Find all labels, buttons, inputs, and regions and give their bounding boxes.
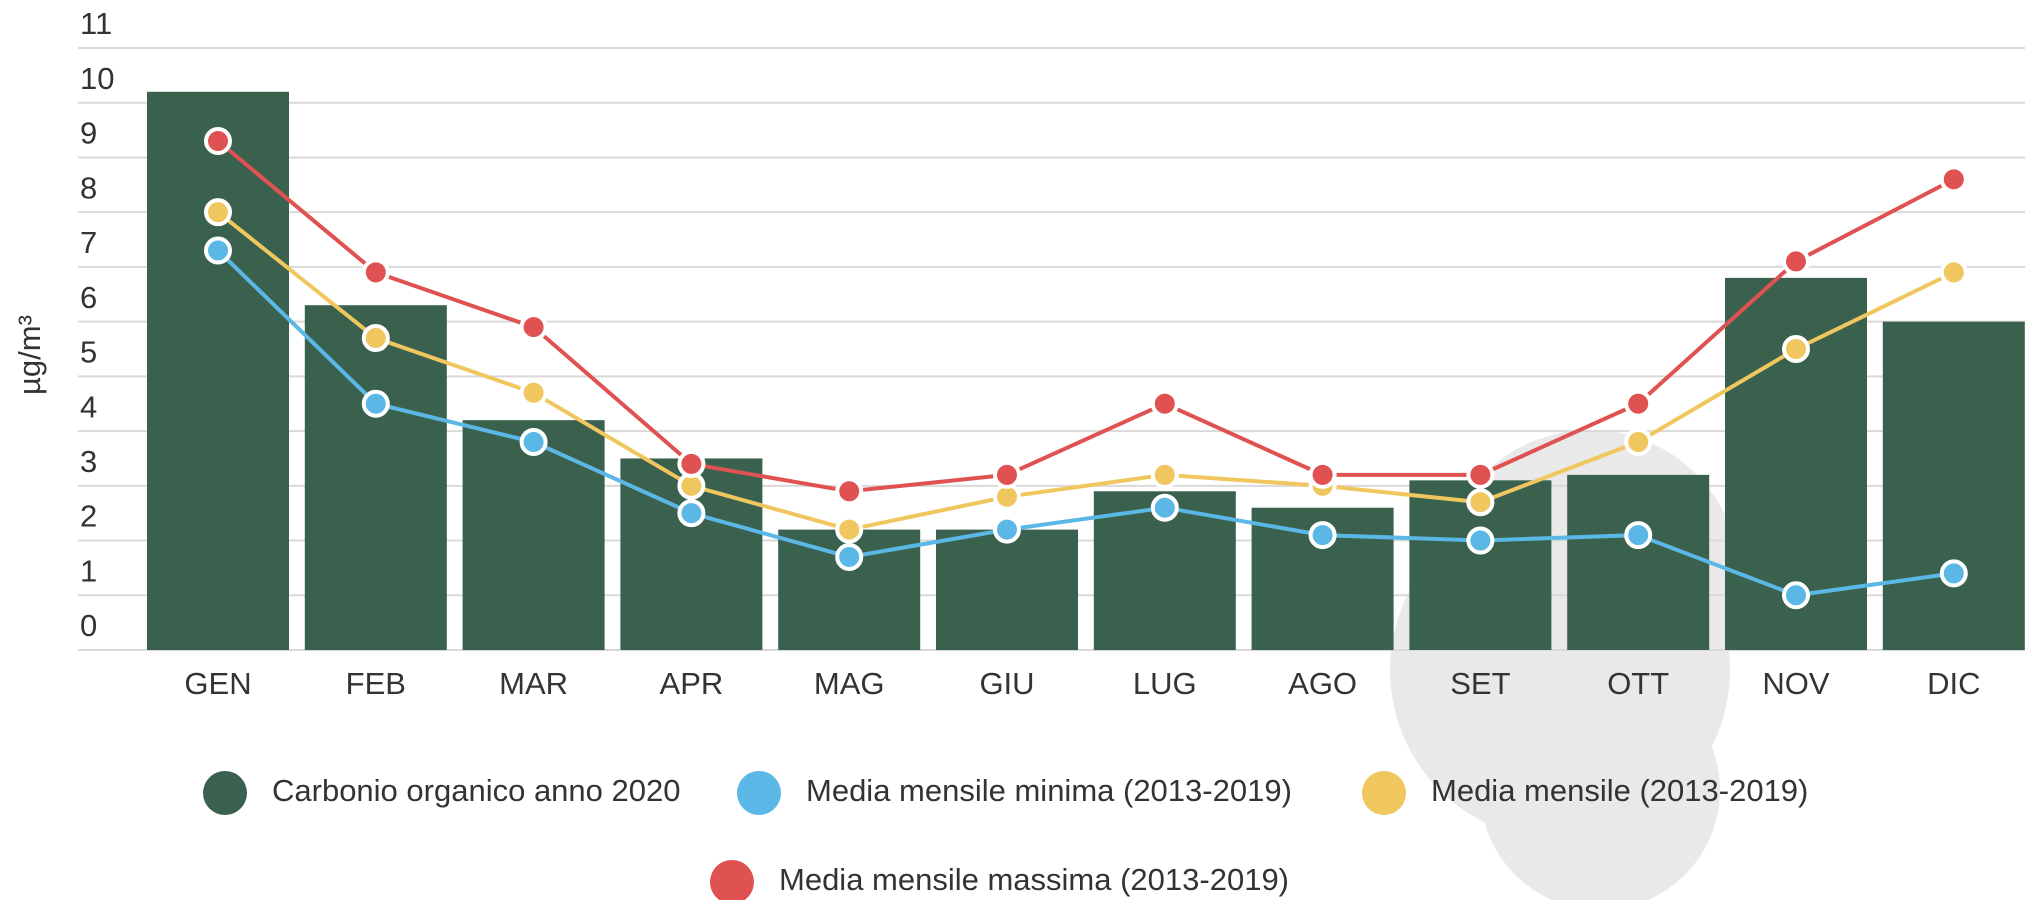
x-tick-label: NOV — [1762, 666, 1830, 701]
x-tick-label: MAG — [814, 666, 885, 701]
marker — [1468, 490, 1492, 514]
x-tick-label: MAR — [499, 666, 568, 701]
marker — [1153, 496, 1177, 520]
marker — [206, 200, 230, 224]
y-tick-label: 0 — [80, 608, 97, 643]
marker — [995, 463, 1019, 487]
x-tick-label: FEB — [346, 666, 406, 701]
marker — [522, 381, 546, 405]
marker — [522, 315, 546, 339]
marker — [1784, 249, 1808, 273]
legend-swatch — [737, 771, 781, 815]
x-tick-label: GEN — [184, 666, 251, 701]
x-tick-label: OTT — [1607, 666, 1669, 701]
y-tick-label: 8 — [80, 170, 97, 205]
legend-label: Media mensile minima (2013-2019) — [806, 773, 1292, 808]
bar — [936, 530, 1078, 650]
marker — [1626, 430, 1650, 454]
marker — [1468, 463, 1492, 487]
marker — [1153, 392, 1177, 416]
marker — [1784, 583, 1808, 607]
y-tick-label: 4 — [80, 389, 97, 424]
marker — [364, 326, 388, 350]
x-tick-label: GIU — [979, 666, 1034, 701]
y-tick-label: 1 — [80, 553, 97, 588]
chart: 0 1 2 3 4 5 6 7 8 9 10 11 GEN FEB MAR APR MAG GIU LUG AGO SE… — [0, 0, 2025, 900]
marker — [364, 260, 388, 284]
marker — [1942, 561, 1966, 585]
bar — [147, 92, 289, 650]
x-tick-label: LUG — [1133, 666, 1197, 701]
legend-swatch — [710, 860, 754, 900]
marker — [837, 518, 861, 542]
bar — [1567, 475, 1709, 650]
marker — [206, 238, 230, 262]
marker — [679, 501, 703, 525]
marker — [1784, 337, 1808, 361]
marker — [837, 479, 861, 503]
marker — [1311, 463, 1335, 487]
y-tick-label: 2 — [80, 499, 97, 534]
x-tick-label: AGO — [1288, 666, 1357, 701]
y-tick-label: 5 — [80, 335, 97, 370]
marker — [837, 545, 861, 569]
marker — [1942, 167, 1966, 191]
y-tick-label: 6 — [80, 280, 97, 315]
marker — [1942, 260, 1966, 284]
y-axis-label: µg/m³ — [12, 315, 47, 395]
marker — [1153, 463, 1177, 487]
marker — [679, 452, 703, 476]
y-tick-label: 11 — [80, 6, 112, 41]
x-tick-label: APR — [660, 666, 724, 701]
x-tick-label: DIC — [1927, 666, 1980, 701]
y-tick-label: 7 — [80, 225, 97, 260]
page: {"chart_data": {"type": "bar", "y_label"… — [0, 0, 2025, 900]
marker — [1626, 392, 1650, 416]
y-tick-label: 9 — [80, 116, 97, 151]
marker — [1626, 523, 1650, 547]
marker — [995, 518, 1019, 542]
legend-swatch — [1362, 771, 1406, 815]
marker — [522, 430, 546, 454]
y-tick-label: 10 — [80, 61, 114, 96]
marker — [364, 392, 388, 416]
legend-label: Carbonio organico anno 2020 — [272, 773, 680, 808]
marker — [206, 129, 230, 153]
legend-swatch — [203, 771, 247, 815]
x-tick-label: SET — [1450, 666, 1510, 701]
legend-label: Media mensile massima (2013-2019) — [779, 862, 1289, 897]
marker — [1468, 529, 1492, 553]
bar — [1883, 322, 2025, 650]
marker — [1311, 523, 1335, 547]
y-tick-label: 3 — [80, 444, 97, 479]
legend-label: Media mensile (2013-2019) — [1431, 773, 1808, 808]
